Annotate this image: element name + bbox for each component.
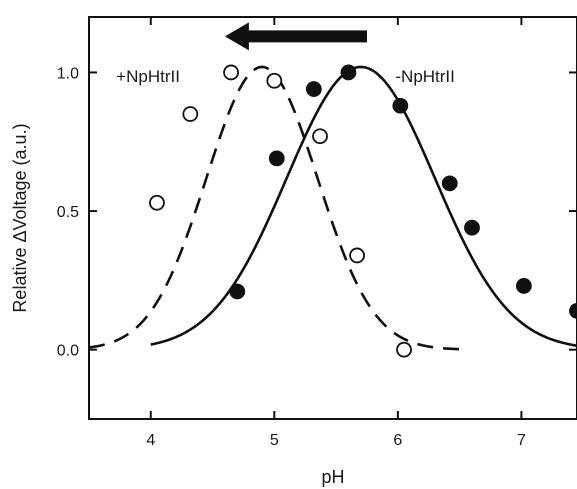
minus-nphtrii-point [229, 283, 246, 300]
y-axis-title: Relative ΔVoltage (a.u.) [10, 123, 30, 312]
plus-nphtrii-point [312, 128, 328, 145]
x-tick-label: 4 [146, 432, 155, 449]
minus-nphtrii-point [464, 219, 480, 236]
plus-nphtrii-point [149, 194, 165, 211]
series-label-minus-nphtrii: -NpHtrII [395, 67, 455, 86]
minus-nphtrii-point [569, 302, 577, 319]
plus-nphtrii-point [182, 106, 199, 122]
plus-nphtrii-point [349, 247, 365, 264]
shift-arrow [224, 22, 367, 51]
axis-ticks [89, 17, 577, 419]
plus-nphtrii-point [396, 341, 412, 358]
axis-tick-labels: 4 5 6 7 0.0 0.5 1.0 [57, 65, 526, 449]
x-tick-label: 7 [517, 432, 526, 449]
minus-nphtrii-point [340, 64, 357, 81]
fit-line-minus-nphtrii [150, 65, 577, 347]
plus-nphtrii-point [223, 64, 239, 81]
fit-line-plus-nphtrii [89, 65, 460, 351]
minus-nphtrii-point [392, 97, 409, 114]
y-tick-label: 0.0 [57, 343, 79, 360]
series-label-plus-nphtrii: +NpHtrII [116, 67, 180, 86]
x-axis-title: pH [321, 467, 344, 487]
x-tick-label: 5 [270, 432, 279, 449]
y-tick-label: 1.0 [57, 65, 79, 82]
y-tick-label: 0.5 [57, 204, 79, 221]
plus-nphtrii-point [266, 72, 283, 89]
minus-nphtrii-point [515, 278, 532, 294]
fit-curves [89, 65, 577, 351]
minus-nphtrii-point [305, 81, 322, 97]
plot-frame [88, 16, 577, 420]
minus-nphtrii-point [268, 150, 285, 167]
data-points [149, 64, 577, 358]
minus-nphtrii-point [441, 175, 458, 192]
arrow-head [224, 22, 249, 51]
x-tick-label: 6 [393, 432, 402, 449]
series-labels: +NpHtrII -NpHtrII [116, 67, 455, 86]
